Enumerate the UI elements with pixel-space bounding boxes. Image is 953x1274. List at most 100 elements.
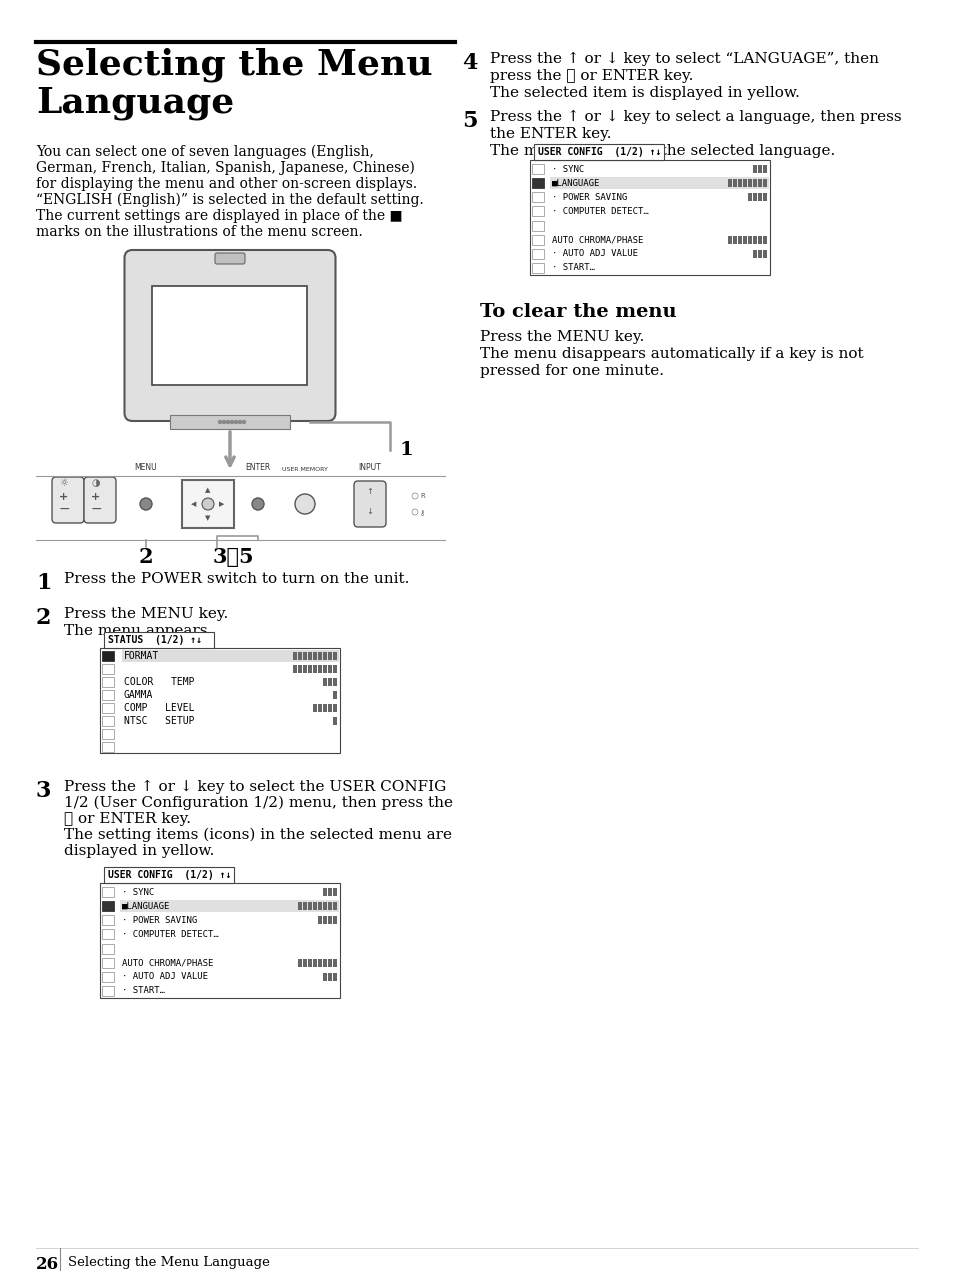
Bar: [101, 740, 121, 753]
Text: the ENTER key.: the ENTER key.: [490, 127, 611, 141]
Bar: [333, 888, 336, 896]
Text: INPUT: INPUT: [358, 462, 381, 471]
Text: FORMAT: FORMAT: [124, 651, 159, 661]
Bar: [532, 192, 543, 203]
Bar: [333, 678, 336, 687]
Text: Press the MENU key.: Press the MENU key.: [479, 330, 643, 344]
Bar: [101, 727, 121, 739]
Bar: [102, 986, 113, 996]
Bar: [532, 178, 543, 189]
Bar: [532, 164, 543, 175]
Bar: [738, 180, 741, 187]
Text: 4: 4: [461, 52, 476, 74]
Bar: [333, 652, 336, 660]
Bar: [100, 883, 339, 998]
Circle shape: [222, 420, 225, 423]
Text: The menu changes to the selected language.: The menu changes to the selected languag…: [490, 144, 835, 158]
Bar: [313, 959, 316, 967]
Text: GAMMA: GAMMA: [124, 691, 153, 699]
Bar: [297, 665, 302, 674]
FancyBboxPatch shape: [125, 250, 335, 420]
Text: R: R: [419, 493, 424, 499]
Bar: [333, 717, 336, 725]
Bar: [313, 705, 316, 712]
Bar: [323, 973, 327, 981]
Text: USER CONFIG  (1/2) ↑↓: USER CONFIG (1/2) ↑↓: [537, 147, 660, 157]
Text: MENU: MENU: [134, 462, 157, 471]
Bar: [120, 901, 338, 912]
Circle shape: [231, 420, 233, 423]
Bar: [102, 703, 113, 713]
Bar: [532, 206, 543, 217]
Bar: [317, 652, 322, 660]
Bar: [762, 236, 766, 243]
Text: · COMPUTER DETECT…: · COMPUTER DETECT…: [552, 206, 648, 215]
Text: press the ➜ or ENTER key.: press the ➜ or ENTER key.: [490, 69, 693, 83]
Bar: [762, 166, 766, 173]
Bar: [323, 665, 327, 674]
Circle shape: [294, 494, 314, 513]
Bar: [747, 180, 751, 187]
Text: · SYNC: · SYNC: [552, 164, 583, 173]
Text: ◑: ◑: [91, 478, 100, 488]
Bar: [313, 652, 316, 660]
Text: The selected item is displayed in yellow.: The selected item is displayed in yellow…: [490, 87, 799, 99]
Text: −: −: [91, 502, 102, 516]
Text: · AUTO ADJ VALUE: · AUTO ADJ VALUE: [552, 250, 638, 259]
Circle shape: [242, 420, 245, 423]
Text: · POWER SAVING: · POWER SAVING: [552, 192, 626, 201]
Bar: [333, 902, 336, 910]
Bar: [328, 916, 332, 925]
Text: Press the MENU key.: Press the MENU key.: [64, 606, 228, 620]
Bar: [102, 691, 113, 699]
Bar: [532, 234, 543, 245]
Circle shape: [252, 498, 264, 510]
Text: · COMPUTER DETECT…: · COMPUTER DETECT…: [122, 930, 218, 939]
Bar: [317, 916, 322, 925]
Bar: [328, 902, 332, 910]
Text: · AUTO ADJ VALUE: · AUTO ADJ VALUE: [122, 972, 208, 981]
Bar: [102, 944, 113, 953]
Text: 1/2 (User Configuration 1/2) menu, then press the: 1/2 (User Configuration 1/2) menu, then …: [64, 796, 453, 810]
Text: displayed in yellow.: displayed in yellow.: [64, 843, 214, 857]
Bar: [308, 665, 312, 674]
Text: Press the POWER switch to turn on the unit.: Press the POWER switch to turn on the un…: [64, 572, 409, 586]
Text: ↓: ↓: [366, 507, 374, 516]
Text: · START…: · START…: [122, 986, 165, 995]
Bar: [293, 665, 296, 674]
Bar: [102, 664, 113, 674]
Bar: [102, 678, 113, 687]
Bar: [297, 902, 302, 910]
Circle shape: [226, 420, 230, 423]
Bar: [104, 868, 233, 883]
Bar: [102, 930, 113, 939]
Text: · START…: · START…: [552, 264, 595, 273]
Text: USER MEMORY: USER MEMORY: [282, 468, 328, 471]
Bar: [313, 665, 316, 674]
Text: Selecting the Menu
Language: Selecting the Menu Language: [36, 48, 432, 120]
Bar: [328, 705, 332, 712]
Text: ↑: ↑: [366, 487, 374, 496]
Text: ▼: ▼: [205, 515, 211, 521]
Bar: [323, 916, 327, 925]
Text: · POWER SAVING: · POWER SAVING: [122, 916, 197, 925]
Text: ☼: ☼: [59, 478, 69, 488]
Text: 1: 1: [36, 572, 51, 594]
Bar: [152, 285, 307, 385]
Bar: [762, 250, 766, 257]
Text: 3: 3: [36, 780, 51, 803]
Bar: [303, 959, 307, 967]
Bar: [308, 902, 312, 910]
Bar: [317, 665, 322, 674]
Bar: [328, 973, 332, 981]
Text: ▲: ▲: [205, 487, 211, 493]
Bar: [170, 415, 290, 429]
Bar: [323, 888, 327, 896]
Text: The setting items (icons) in the selected menu are: The setting items (icons) in the selecte…: [64, 828, 452, 842]
Circle shape: [412, 510, 417, 515]
Bar: [742, 180, 746, 187]
Text: ➜ or ENTER key.: ➜ or ENTER key.: [64, 812, 191, 826]
Text: The menu disappears automatically if a key is not: The menu disappears automatically if a k…: [479, 347, 862, 361]
Bar: [104, 632, 213, 648]
Bar: [308, 652, 312, 660]
